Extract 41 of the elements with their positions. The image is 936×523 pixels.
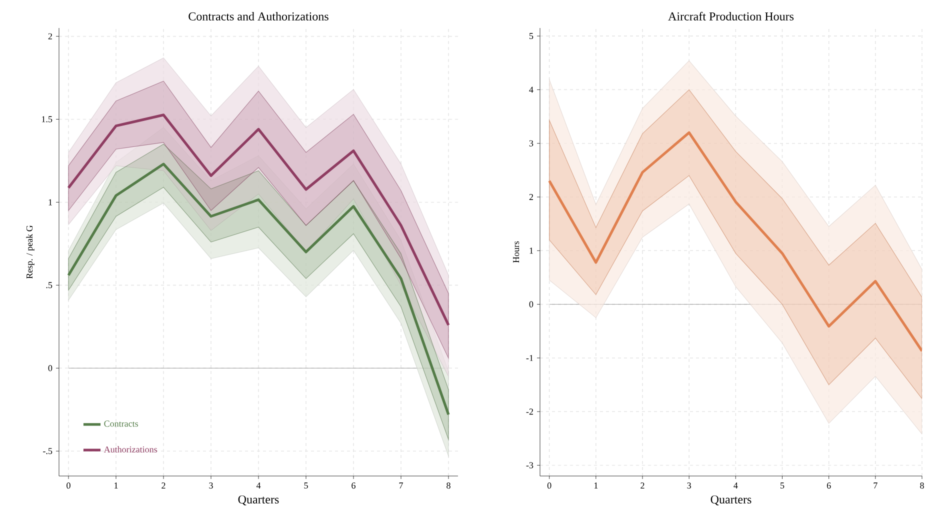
x-tick-label: 2 <box>162 482 166 488</box>
y-tick-label: .5 <box>46 282 52 288</box>
x-tick-label: 5 <box>304 482 308 489</box>
y-tick-label: -2 <box>526 408 533 415</box>
x-tick-label: 8 <box>446 482 450 489</box>
y-tick-label: 0 <box>48 365 52 372</box>
x-tick-label: 4 <box>256 482 261 488</box>
y-tick-label: -1 <box>526 354 533 361</box>
x-axis-title: Quarters <box>238 495 279 506</box>
y-tick-label: 5 <box>529 33 534 40</box>
x-tick-label: 1 <box>594 482 598 488</box>
x-tick-label: 3 <box>687 482 691 489</box>
x-tick-label: 2 <box>640 482 644 488</box>
y-tick-label: 1.5 <box>42 116 52 122</box>
legend-label: Contracts <box>104 420 138 427</box>
y-tick-label: 3 <box>529 140 534 146</box>
y-axis-title: Resp. / peak G <box>26 225 34 279</box>
x-tick-label: 6 <box>352 482 356 489</box>
y-tick-label: 4 <box>529 86 534 93</box>
x-axis-title: Quarters <box>710 495 752 506</box>
x-tick-label: 7 <box>874 482 878 488</box>
y-tick-label: -3 <box>526 462 534 468</box>
y-tick-label: 0 <box>529 301 534 308</box>
x-tick-label: 7 <box>399 482 403 488</box>
y-tick-label: -.5 <box>43 448 52 454</box>
legend-label: Authorizations <box>104 446 158 452</box>
x-tick-label: 3 <box>209 482 213 489</box>
chart-title: Contracts and Authorizations <box>188 12 328 20</box>
x-tick-label: 1 <box>114 482 118 488</box>
y-tick-label: 1 <box>48 199 52 206</box>
x-tick-label: 0 <box>547 482 552 489</box>
y-axis-title: Hours <box>513 241 520 263</box>
x-tick-label: 4 <box>734 482 738 488</box>
y-tick-label: 2 <box>529 194 533 200</box>
y-tick-label: 1 <box>530 248 533 254</box>
x-tick-label: 8 <box>920 482 924 489</box>
x-tick-label: 5 <box>780 482 784 489</box>
y-tick-label: 2 <box>48 33 52 40</box>
chart-title: Aircraft Production Hours <box>668 12 794 20</box>
x-tick-label: 6 <box>826 482 831 489</box>
x-tick-label: 0 <box>66 482 70 489</box>
